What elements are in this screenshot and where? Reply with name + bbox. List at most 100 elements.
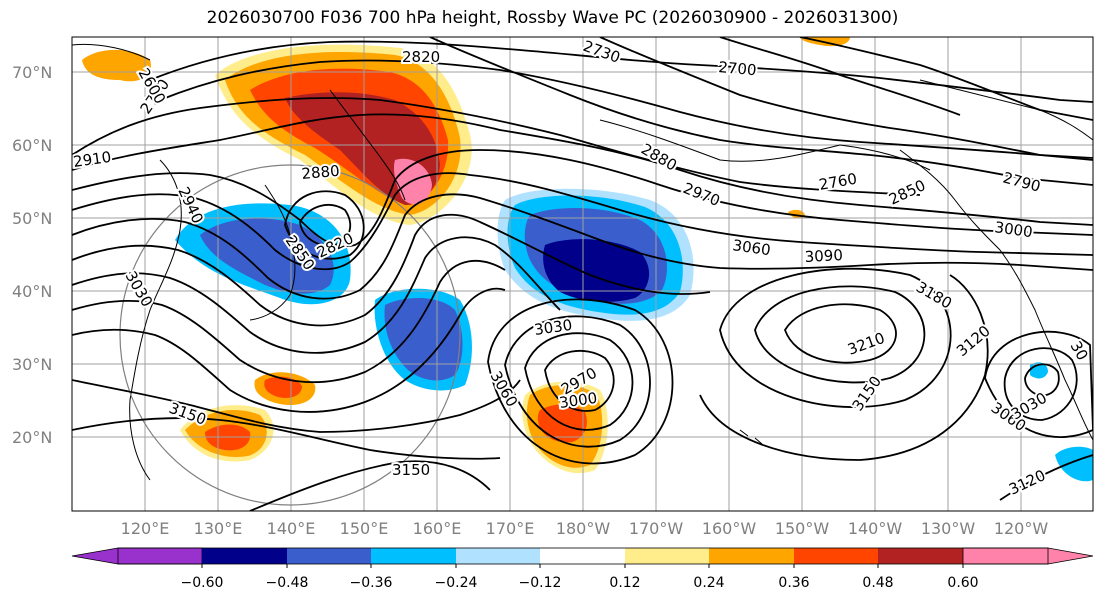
contour-label: 3180 <box>913 278 955 313</box>
shade-red-tropic-mid <box>264 376 302 398</box>
colorbar-tick-label: 0.60 <box>947 575 978 591</box>
contour-label: 2700 <box>718 58 758 79</box>
gridlines <box>72 37 1093 511</box>
lon-label: 130°W <box>921 519 976 538</box>
reference-circle <box>119 164 461 506</box>
lat-label: 50°N <box>12 209 52 228</box>
coast-kamchatka <box>329 89 406 201</box>
colorbar-segment-royalblue <box>287 548 371 564</box>
contour-label: 3120 <box>1006 466 1048 498</box>
contour-label: 2730 <box>581 37 623 67</box>
contour-9 <box>72 379 521 433</box>
colorbar-segment-lightblue <box>456 548 540 564</box>
contour-low-hawaii-2 <box>524 332 634 431</box>
colorbar-segment-navy <box>202 548 287 564</box>
contour-label: 2820 <box>402 48 440 66</box>
colorbar-segment-lightyellow <box>625 548 709 564</box>
coast-nw-america <box>899 149 1093 441</box>
colorbar-segment-white <box>540 548 625 564</box>
lon-label: 120°W <box>994 519 1049 538</box>
lon-label: 130°E <box>194 519 243 538</box>
contour-low-hawaii-3 <box>504 315 651 448</box>
colorbar-segment-orange <box>709 548 794 564</box>
contour-low-center-1 <box>299 204 352 247</box>
colorbar <box>71 547 1094 565</box>
contour-east-low-4 <box>999 454 1093 501</box>
lon-label: 180°W <box>556 519 611 538</box>
colorbar-tick-label: −0.48 <box>266 575 309 591</box>
contour-low-hawaii-4 <box>487 298 674 465</box>
contour-east-low-3 <box>984 330 1093 438</box>
longitude-labels: 120°E 130°E 140°E 150°E 160°E 170°E 180°… <box>121 519 1049 538</box>
contour-10 <box>72 417 501 460</box>
contour-label: 3060 <box>731 236 771 259</box>
contour-8 <box>72 287 506 413</box>
contour-5 <box>72 213 711 327</box>
contour-11 <box>249 460 491 511</box>
latitude-labels: 70°N 60°N 50°N 40°N 30°N 20°N <box>12 63 52 447</box>
lon-label: 120°E <box>121 519 170 538</box>
contour-label: 2790 <box>1001 168 1043 195</box>
contour-label: 2910 <box>72 148 112 171</box>
contour-low-center-2 <box>284 190 365 260</box>
lon-label: 160°W <box>702 519 757 538</box>
colorbar-segment-pink <box>962 547 1094 565</box>
coast-asia-east <box>72 43 182 481</box>
colorbar-segment-purple <box>71 547 203 565</box>
contour-east-low-2 <box>1003 347 1078 421</box>
contour-2 <box>72 149 1093 248</box>
contour-1 <box>72 113 1093 226</box>
colorbar-tick-label: −0.24 <box>435 575 478 591</box>
colorbar-tick-label: −0.12 <box>519 575 562 591</box>
contour-high-2 <box>754 285 926 384</box>
colorbar-tick-label: 0.12 <box>609 575 640 591</box>
contour-3 <box>72 172 1093 271</box>
contour-label: 2880 <box>301 162 341 183</box>
height-contours <box>72 37 1093 511</box>
contour-4 <box>72 193 1093 300</box>
contour-label: 3150 <box>392 461 430 479</box>
contour-label: 3000 <box>993 218 1033 241</box>
shade-blue-midpacific <box>384 298 463 381</box>
coast-hawaii <box>739 429 763 445</box>
contour-north-4 <box>429 37 1093 186</box>
colorbar-frame <box>117 547 1049 565</box>
map-title: 2026030700 F036 700 hPa height, Rossby W… <box>206 8 899 28</box>
lon-label: 170°E <box>486 519 535 538</box>
coast-alaska <box>599 119 931 171</box>
shade-lightblue-east-low <box>1055 446 1093 482</box>
lon-label: 160°E <box>413 519 462 538</box>
contour-north-2 <box>159 59 1093 159</box>
colorbar-tick-label: −0.36 <box>350 575 393 591</box>
contour-north-6 <box>719 37 961 116</box>
contour-label: 3090 <box>804 246 843 266</box>
colorbar-tick-label: 0.48 <box>862 575 893 591</box>
lon-label: 140°E <box>267 519 316 538</box>
contour-east-low-1 <box>1024 363 1060 397</box>
colorbar-tick-label: −0.60 <box>181 575 224 591</box>
contour-high-1 <box>784 303 897 364</box>
lon-label: 150°E <box>340 519 389 538</box>
colorbar-segment-deepskyblue <box>371 548 456 564</box>
contour-label: 2760 <box>818 170 859 194</box>
lat-label: 40°N <box>12 282 52 301</box>
contour-high-4 <box>699 274 989 461</box>
contour-north-7 <box>799 37 1093 121</box>
colorbar-segment-firebrick <box>878 548 963 564</box>
contour-north-3 <box>72 97 921 196</box>
contour-label: 30 <box>1067 338 1092 364</box>
contour-label: 3210 <box>845 329 887 359</box>
contour-high-3 <box>719 267 952 408</box>
contour-label: 2970 <box>681 179 723 210</box>
lat-label: 30°N <box>12 355 52 374</box>
lat-label: 60°N <box>12 136 52 155</box>
contour-label: 2850 <box>886 176 928 208</box>
lon-label: 150°W <box>775 519 830 538</box>
contour-label: 3060 <box>487 368 522 410</box>
lon-label: 170°W <box>629 519 684 538</box>
contour-low-hawaii-1 <box>544 349 615 412</box>
contour-7 <box>72 259 506 384</box>
colorbar-tick-label: 0.24 <box>693 575 724 591</box>
contour-6 <box>72 236 561 354</box>
